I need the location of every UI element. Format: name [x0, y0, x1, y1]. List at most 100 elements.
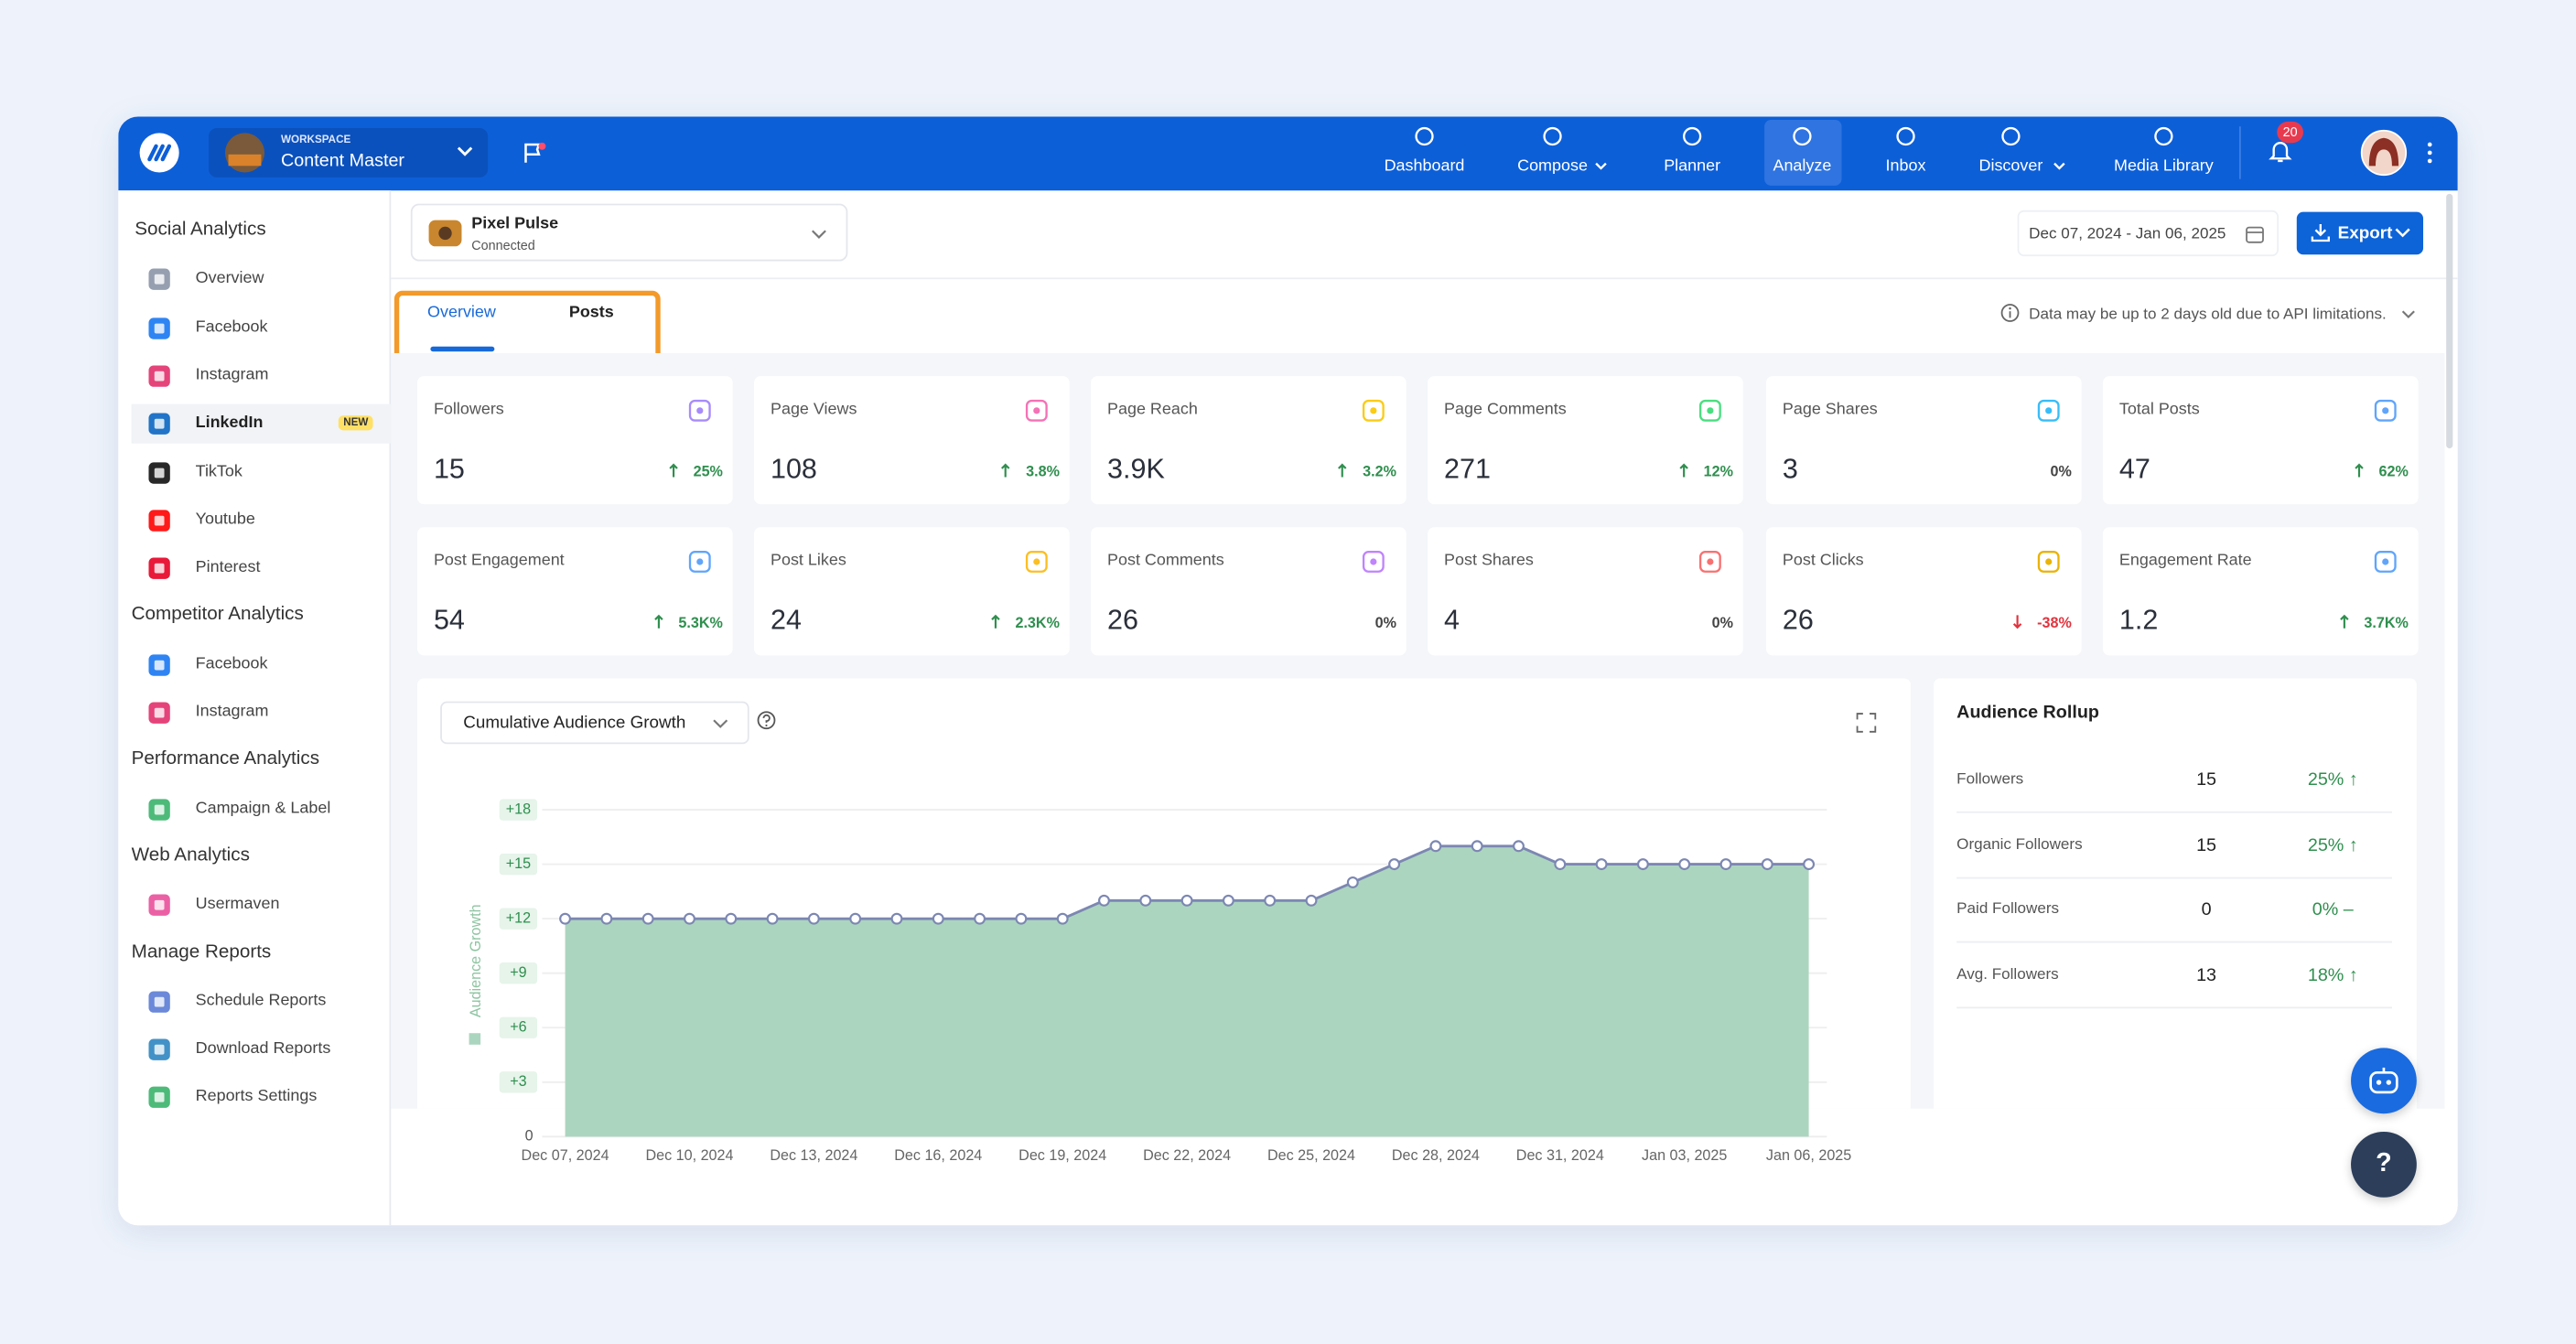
- metric-card: Post Engagement 54 5.3K%: [417, 527, 733, 656]
- nav-label[interactable]: Compose: [1517, 157, 1588, 177]
- metric-card: Post Clicks 26 -38%: [1765, 527, 2082, 656]
- metric-card: Page Shares 3 0%: [1765, 376, 2082, 505]
- metric-change: -38%: [2037, 614, 2072, 631]
- metric-value: 271: [1444, 453, 1491, 485]
- rollup-value: 15: [2196, 769, 2217, 790]
- trend-arrow: [2012, 615, 2022, 629]
- chatbot-button[interactable]: [2351, 1048, 2417, 1114]
- rollup-change: 18% ↑: [2307, 965, 2358, 986]
- nav-label[interactable]: Discover: [1978, 157, 2043, 177]
- nav-label[interactable]: Planner: [1664, 157, 1721, 177]
- sidebar-item[interactable]: Instagram: [132, 356, 392, 395]
- sidebar-label: Overview: [195, 269, 264, 288]
- account-selector[interactable]: Pixel Pulse Connected: [410, 203, 848, 262]
- sidebar-item[interactable]: Download Reports: [132, 1030, 392, 1070]
- expand-icon[interactable]: [1856, 713, 1877, 733]
- user-avatar[interactable]: [2360, 129, 2408, 177]
- nav-label[interactable]: Analyze: [1773, 157, 1832, 177]
- rollup-value: 15: [2196, 835, 2217, 856]
- metric-label: Post Engagement: [433, 552, 565, 570]
- sidebar-icon: [148, 317, 170, 339]
- metric-change: 0%: [1374, 614, 1396, 631]
- metric-change: 2.3K%: [1015, 614, 1060, 631]
- sidebar-label: Usermaven: [195, 895, 280, 914]
- metric-card: Page Views 108 3.8%: [754, 376, 1070, 505]
- chevron: [2395, 228, 2410, 238]
- nav-label[interactable]: Inbox: [1885, 157, 1926, 177]
- sidebar-icon: [148, 1038, 170, 1061]
- sidebar-item[interactable]: Instagram: [132, 694, 392, 733]
- more-menu[interactable]: [2427, 141, 2433, 164]
- logo[interactable]: [138, 132, 181, 175]
- sidebar-icon: [148, 894, 170, 917]
- sidebar-item[interactable]: Youtube: [132, 500, 392, 540]
- sidebar-item[interactable]: LinkedIn NEW: [131, 403, 392, 445]
- export-label: Export: [2337, 223, 2393, 243]
- metric-card: Post Likes 24 2.3K%: [754, 527, 1070, 656]
- sidebar-item[interactable]: TikTok: [132, 453, 392, 492]
- metric-value: 4: [1444, 604, 1460, 636]
- sidebar-icon: [148, 461, 170, 483]
- metric-change: 12%: [1703, 463, 1734, 480]
- help-button[interactable]: ?: [2351, 1131, 2417, 1198]
- sidebar-item[interactable]: Reports Settings: [132, 1078, 392, 1117]
- sidebar-item[interactable]: Overview: [132, 260, 392, 299]
- sidebar-label: Reports Settings: [195, 1088, 318, 1106]
- metric-icon: [1698, 551, 1721, 573]
- metric-value: 3: [1782, 453, 1798, 485]
- sidebar-icon: [148, 413, 170, 435]
- nav-icon: [2154, 126, 2173, 146]
- metric-icon: [2374, 399, 2397, 422]
- metric-change: 0%: [1711, 614, 1734, 631]
- metric-value: 47: [2118, 453, 2150, 485]
- nav-icon: [1415, 126, 1434, 146]
- rollup-change: 25% ↑: [2307, 835, 2358, 856]
- nav-chevron: [1595, 162, 1607, 170]
- nav-label[interactable]: Dashboard: [1384, 157, 1465, 177]
- tab[interactable]: Overview: [427, 304, 496, 322]
- metric-icon: [688, 399, 711, 422]
- tab[interactable]: Posts: [568, 304, 614, 322]
- metric-label: Followers: [433, 401, 504, 419]
- date-range: Dec 07, 2024 - Jan 06, 2025: [2029, 224, 2226, 243]
- bell-icon[interactable]: [2269, 138, 2292, 165]
- account-name: Pixel Pulse: [471, 215, 559, 233]
- help-icon[interactable]: [757, 711, 776, 730]
- sidebar-item[interactable]: Facebook: [132, 645, 392, 684]
- notice: Data may be up to 2 days old due to API …: [2029, 305, 2387, 324]
- metric-label: Engagement Rate: [2118, 552, 2252, 570]
- metric-label: Page Shares: [1782, 401, 1878, 419]
- calendar-icon: [2246, 226, 2264, 243]
- flag-icon[interactable]: [523, 141, 546, 164]
- sidebar-item[interactable]: Facebook: [132, 308, 392, 348]
- metric-value: 54: [433, 604, 465, 636]
- rollup-label: Avg. Followers: [1956, 965, 2059, 984]
- metric-label: Post Likes: [770, 552, 846, 570]
- sidebar-label: TikTok: [195, 462, 243, 481]
- rollup-value: 13: [2196, 965, 2217, 986]
- row-divider: [1956, 811, 2392, 813]
- sidebar-label: Facebook: [195, 654, 268, 673]
- chart-type-dropdown[interactable]: Cumulative Audience Growth: [440, 701, 749, 745]
- trend-arrow: [654, 614, 663, 629]
- section-title: Social Analytics: [135, 220, 266, 241]
- window: WORKSPACE Content Master Dashboard Compose P…: [118, 116, 2458, 1226]
- nav-icon: [1896, 126, 1915, 146]
- sidebar-label: Pinterest: [195, 558, 261, 577]
- nav-label[interactable]: Media Library: [2113, 157, 2214, 177]
- sidebar-item[interactable]: Campaign & Label: [132, 790, 392, 829]
- metric-label: Post Clicks: [1782, 552, 1864, 570]
- date-range-picker[interactable]: Dec 07, 2024 - Jan 06, 2025: [2017, 210, 2280, 257]
- metric-card: Post Shares 4 0%: [1428, 527, 1743, 656]
- metric-value: 26: [1782, 604, 1814, 636]
- sidebar-icon: [148, 510, 170, 532]
- sidebar-item[interactable]: Pinterest: [132, 549, 392, 588]
- chevron: [2401, 310, 2415, 319]
- export-button[interactable]: Export: [2296, 211, 2424, 255]
- workspace-selector[interactable]: WORKSPACE Content Master: [209, 128, 489, 177]
- account-avatar: [428, 220, 462, 247]
- sidebar-item[interactable]: Schedule Reports: [132, 982, 392, 1021]
- sidebar-item[interactable]: Usermaven: [132, 886, 392, 925]
- trend-arrow: [1001, 463, 1011, 478]
- metric-value: 15: [433, 453, 465, 485]
